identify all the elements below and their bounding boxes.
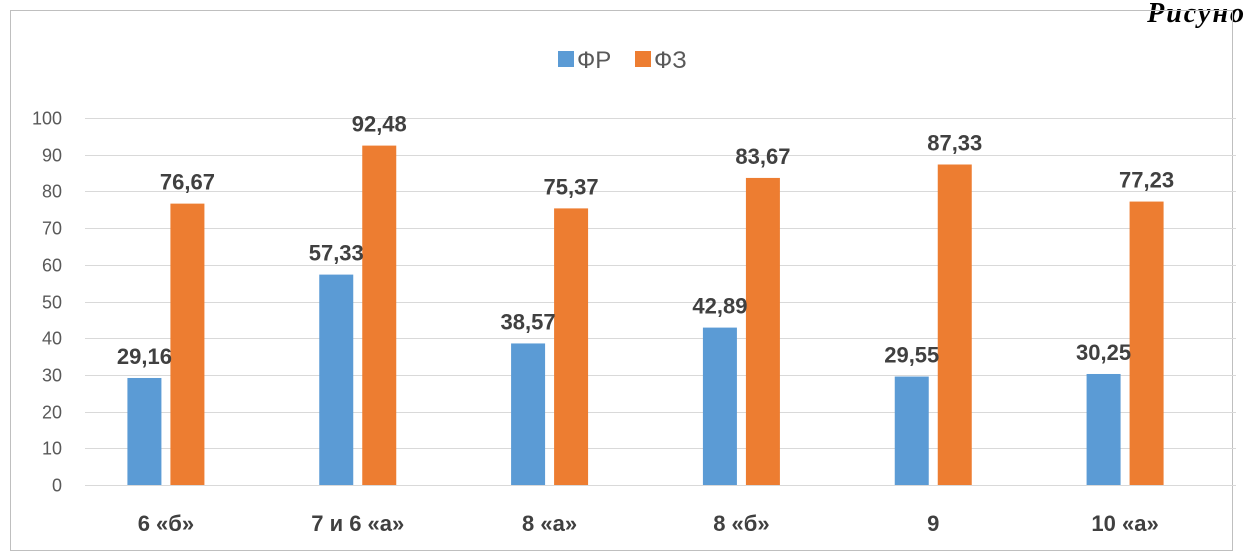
bar-ФР-1 bbox=[127, 377, 162, 485]
legend: ФР ФЗ bbox=[558, 47, 687, 74]
category-label: 6 «б» bbox=[138, 511, 194, 536]
category-label: 7 и 6 «а» bbox=[311, 511, 404, 536]
legend-swatch bbox=[635, 51, 651, 67]
category-label: 8 «б» bbox=[713, 511, 769, 536]
bar-ФР-5 bbox=[894, 376, 929, 485]
data-label: 30,25 bbox=[1076, 340, 1131, 365]
y-tick-label: 100 bbox=[32, 109, 62, 129]
bar-ФР-3 bbox=[511, 343, 546, 485]
bar-ФР-6 bbox=[1086, 373, 1121, 485]
data-label: 92,48 bbox=[352, 112, 407, 137]
category-label: 8 «а» bbox=[522, 511, 577, 536]
bars bbox=[127, 145, 1164, 486]
data-label: 83,67 bbox=[735, 144, 790, 169]
y-axis-tick-labels: 0 10 20 30 40 50 60 70 80 90 100 bbox=[32, 109, 62, 496]
y-tick-label: 90 bbox=[42, 146, 62, 166]
chart-frame bbox=[10, 10, 1233, 551]
category-label: 10 «а» bbox=[1091, 511, 1158, 536]
data-label: 77,23 bbox=[1119, 168, 1174, 193]
y-tick-label: 80 bbox=[42, 182, 62, 202]
y-tick-label: 60 bbox=[42, 256, 62, 276]
bar-ФР-2 bbox=[319, 274, 354, 485]
bar-ФЗ-6 bbox=[1129, 201, 1164, 485]
bar-ФЗ-3 bbox=[554, 208, 589, 486]
bar-ФЗ-1 bbox=[170, 203, 205, 485]
legend-label: ФЗ bbox=[654, 47, 687, 74]
data-label: 38,57 bbox=[501, 309, 556, 334]
x-axis-category-labels: 6 «б» 7 и 6 «а» 8 «а» 8 «б» 9 10 «а» bbox=[138, 511, 1159, 536]
data-label: 76,67 bbox=[160, 170, 215, 195]
y-tick-label: 10 bbox=[42, 439, 62, 459]
data-label: 75,37 bbox=[544, 174, 599, 199]
gridlines bbox=[85, 118, 1236, 486]
y-tick-label: 0 bbox=[52, 476, 62, 496]
y-tick-label: 50 bbox=[42, 293, 62, 313]
data-label: 29,16 bbox=[117, 344, 172, 369]
data-label: 57,33 bbox=[309, 241, 364, 266]
legend-swatch bbox=[558, 51, 574, 67]
data-labels: 29,16 76,67 57,33 92,48 38,57 75,37 42,89 83,67… bbox=[117, 112, 1174, 369]
bar-ФР-4 bbox=[702, 327, 737, 485]
y-tick-label: 20 bbox=[42, 403, 62, 423]
data-label: 87,33 bbox=[927, 130, 982, 155]
legend-label: ФР bbox=[577, 47, 611, 74]
bar-ФЗ-4 bbox=[745, 177, 780, 486]
category-label: 9 bbox=[927, 511, 939, 536]
y-tick-label: 30 bbox=[42, 366, 62, 386]
data-label: 42,89 bbox=[692, 294, 747, 319]
data-label: 29,55 bbox=[884, 343, 939, 368]
corner-caption-text: Рисуно bbox=[1147, 0, 1246, 29]
y-tick-label: 40 bbox=[42, 329, 62, 349]
y-tick-label: 70 bbox=[42, 219, 62, 239]
bar-ФЗ-5 bbox=[937, 164, 972, 485]
bar-ФЗ-2 bbox=[362, 145, 397, 486]
